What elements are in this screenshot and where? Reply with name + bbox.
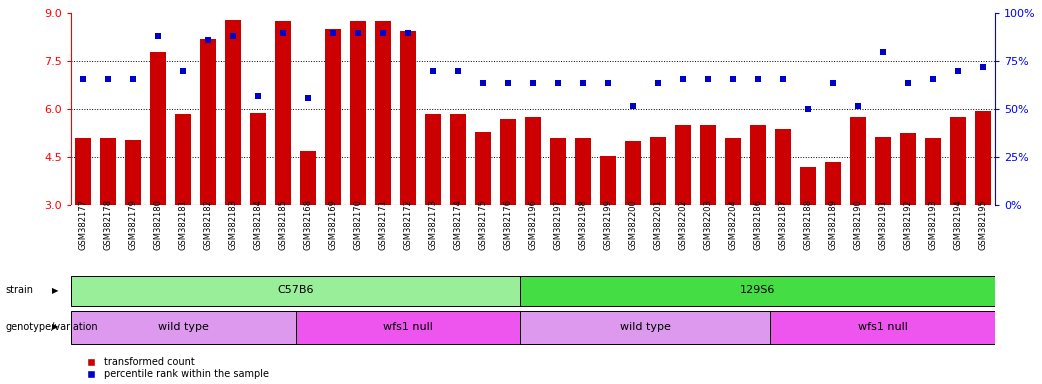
Text: 129S6: 129S6 (740, 285, 775, 295)
Bar (799, 167, 816, 205)
Bar (250, 113, 267, 205)
Bar (675, 126, 691, 205)
Bar (350, 22, 366, 205)
Point (175, 68, 192, 74)
Point (899, 79, 916, 86)
Bar (824, 162, 841, 205)
Bar (300, 151, 317, 205)
Point (699, 76, 716, 82)
Bar (71, 276, 521, 306)
Text: strain: strain (5, 285, 33, 295)
Text: wild type: wild type (620, 322, 671, 332)
Bar (275, 22, 292, 205)
Bar (296, 311, 521, 344)
Point (275, 30, 292, 36)
Bar (500, 119, 516, 205)
Bar (525, 118, 541, 205)
Bar (924, 138, 941, 205)
Bar (225, 20, 242, 205)
Legend: transformed count, percentile rank within the sample: transformed count, percentile rank withi… (86, 357, 269, 379)
Text: ▶: ▶ (52, 286, 58, 295)
Bar (974, 111, 991, 205)
Point (400, 30, 417, 36)
Point (325, 30, 342, 36)
Point (524, 79, 542, 86)
Bar (625, 141, 641, 205)
Bar (575, 138, 591, 205)
Bar (375, 22, 391, 205)
Text: wfs1 null: wfs1 null (858, 322, 908, 332)
Point (549, 79, 566, 86)
Bar (475, 132, 491, 205)
Bar (400, 31, 416, 205)
Bar (874, 137, 891, 205)
Bar (325, 30, 342, 205)
Point (674, 76, 691, 82)
Point (924, 76, 941, 82)
Bar (521, 276, 995, 306)
Bar (600, 156, 616, 205)
Point (350, 30, 367, 36)
Bar (100, 138, 117, 205)
Text: wfs1 null: wfs1 null (383, 322, 433, 332)
Point (500, 79, 517, 86)
Text: genotype/variation: genotype/variation (5, 322, 98, 332)
Point (974, 64, 991, 70)
Bar (949, 118, 966, 205)
Bar (550, 138, 566, 205)
Point (774, 76, 791, 82)
Point (200, 37, 217, 43)
Bar (849, 118, 866, 205)
Bar (521, 311, 770, 344)
Point (749, 76, 766, 82)
Point (824, 79, 841, 86)
Point (250, 93, 267, 99)
Text: ▶: ▶ (52, 322, 58, 331)
Bar (724, 138, 741, 205)
Bar (175, 114, 192, 205)
Point (75, 76, 92, 82)
Bar (774, 129, 791, 205)
Bar (450, 114, 466, 205)
Point (375, 30, 392, 36)
Text: C57B6: C57B6 (277, 285, 314, 295)
Point (599, 79, 616, 86)
Bar (650, 137, 666, 205)
Point (150, 33, 167, 40)
Bar (899, 134, 916, 205)
Point (724, 76, 741, 82)
Point (649, 79, 666, 86)
Bar (75, 138, 92, 205)
Point (874, 49, 891, 55)
Point (949, 68, 966, 74)
Bar (200, 39, 217, 205)
Point (225, 33, 242, 40)
Bar (71, 311, 296, 344)
Point (300, 95, 317, 101)
Point (125, 76, 142, 82)
Point (849, 103, 866, 109)
Point (574, 79, 591, 86)
Bar (700, 126, 716, 205)
Bar (749, 126, 766, 205)
Point (475, 79, 492, 86)
Bar (150, 52, 167, 205)
Point (100, 76, 117, 82)
Bar (125, 140, 142, 205)
Point (425, 68, 442, 74)
Bar (425, 114, 441, 205)
Point (624, 103, 641, 109)
Text: wild type: wild type (157, 322, 208, 332)
Point (799, 106, 816, 113)
Bar (770, 311, 995, 344)
Point (450, 68, 467, 74)
